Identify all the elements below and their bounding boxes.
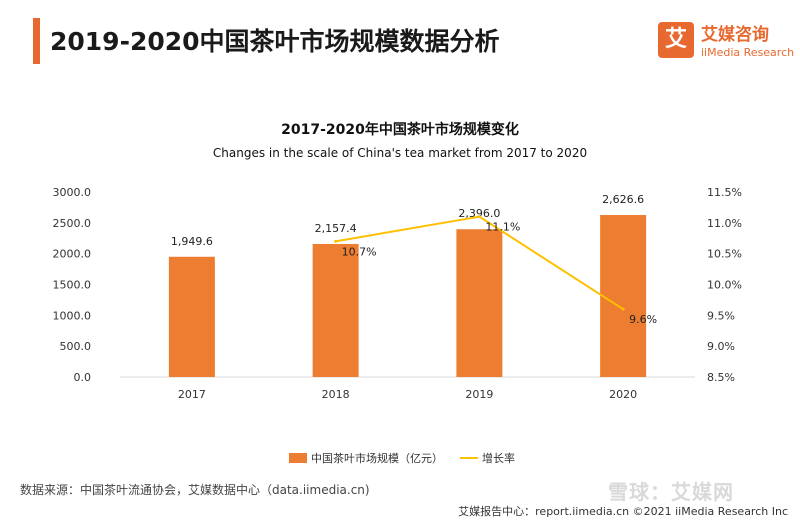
legend-bar-swatch [289, 453, 307, 463]
growth-data-label: 9.6% [629, 313, 657, 326]
y-left-tick-label: 1500.0 [53, 279, 92, 292]
growth-point [334, 239, 338, 243]
y-right-tick-label: 10.5% [707, 248, 742, 261]
data-source: 数据来源：中国茶叶流通协会，艾媒数据中心（data.iimedia.cn) [20, 483, 370, 497]
x-tick-label: 2017 [178, 388, 206, 401]
logo-mark-icon: 艾 [658, 22, 694, 58]
y-left-tick-label: 0.0 [74, 371, 92, 384]
x-tick-label: 2020 [609, 388, 637, 401]
y-left-tick-label: 2500.0 [53, 217, 92, 230]
y-right-tick-label: 11.5% [707, 186, 742, 199]
bar-data-label: 1,949.6 [171, 235, 213, 248]
bar-data-label: 2,396.0 [458, 207, 500, 220]
brand-logo: 艾 艾媒咨询 iiMedia Research [658, 20, 798, 64]
growth-point [477, 215, 481, 219]
bar [600, 215, 647, 377]
legend-bar-label: 中国茶叶市场规模（亿元） [311, 451, 443, 465]
y-left-tick-label: 2000.0 [53, 248, 92, 261]
bar-data-label: 2,157.4 [315, 222, 357, 235]
growth-data-label: 11.1% [485, 221, 520, 234]
bar [312, 243, 359, 377]
growth-point [621, 307, 625, 311]
y-right-tick-label: 9.5% [707, 309, 735, 322]
combo-chart: 0.0 500.0 1000.0 1500.0 2000.0 2500.0 3000.0 8.… [53, 186, 742, 465]
y-right-tick-label: 9.0% [707, 340, 735, 353]
y-right-tick-label: 10.0% [707, 279, 742, 292]
bar-data-label: 2,626.6 [602, 193, 644, 206]
growth-data-label: 10.7% [342, 245, 377, 258]
y-right-tick-label: 8.5% [707, 371, 735, 384]
bar [168, 256, 215, 377]
bar [456, 229, 503, 377]
report-footer: 艾媒报告中心：report.iimedia.cn ©2021 iiMedia R… [458, 505, 788, 518]
y-left-tick-label: 500.0 [60, 340, 92, 353]
watermark: 雪球：艾媒网 [608, 480, 734, 504]
y-left-tick-label: 1000.0 [53, 309, 92, 322]
title-accent-bar [33, 18, 40, 64]
logo-name-en: iiMedia Research [701, 46, 795, 59]
chart-subtitle: Changes in the scale of China's tea mark… [212, 146, 588, 160]
legend-line-label: 增长率 [482, 451, 515, 465]
page-title: 2019-2020中国茶叶市场规模数据分析 [50, 27, 500, 56]
chart-title: 2017-2020年中国茶叶市场规模变化 [281, 122, 519, 138]
x-tick-label: 2018 [322, 388, 350, 401]
y-left-tick-label: 3000.0 [53, 186, 92, 199]
y-right-tick-label: 11.0% [707, 217, 742, 230]
logo-name-cn: 艾媒咨询 [701, 25, 769, 45]
x-tick-label: 2019 [465, 388, 493, 401]
